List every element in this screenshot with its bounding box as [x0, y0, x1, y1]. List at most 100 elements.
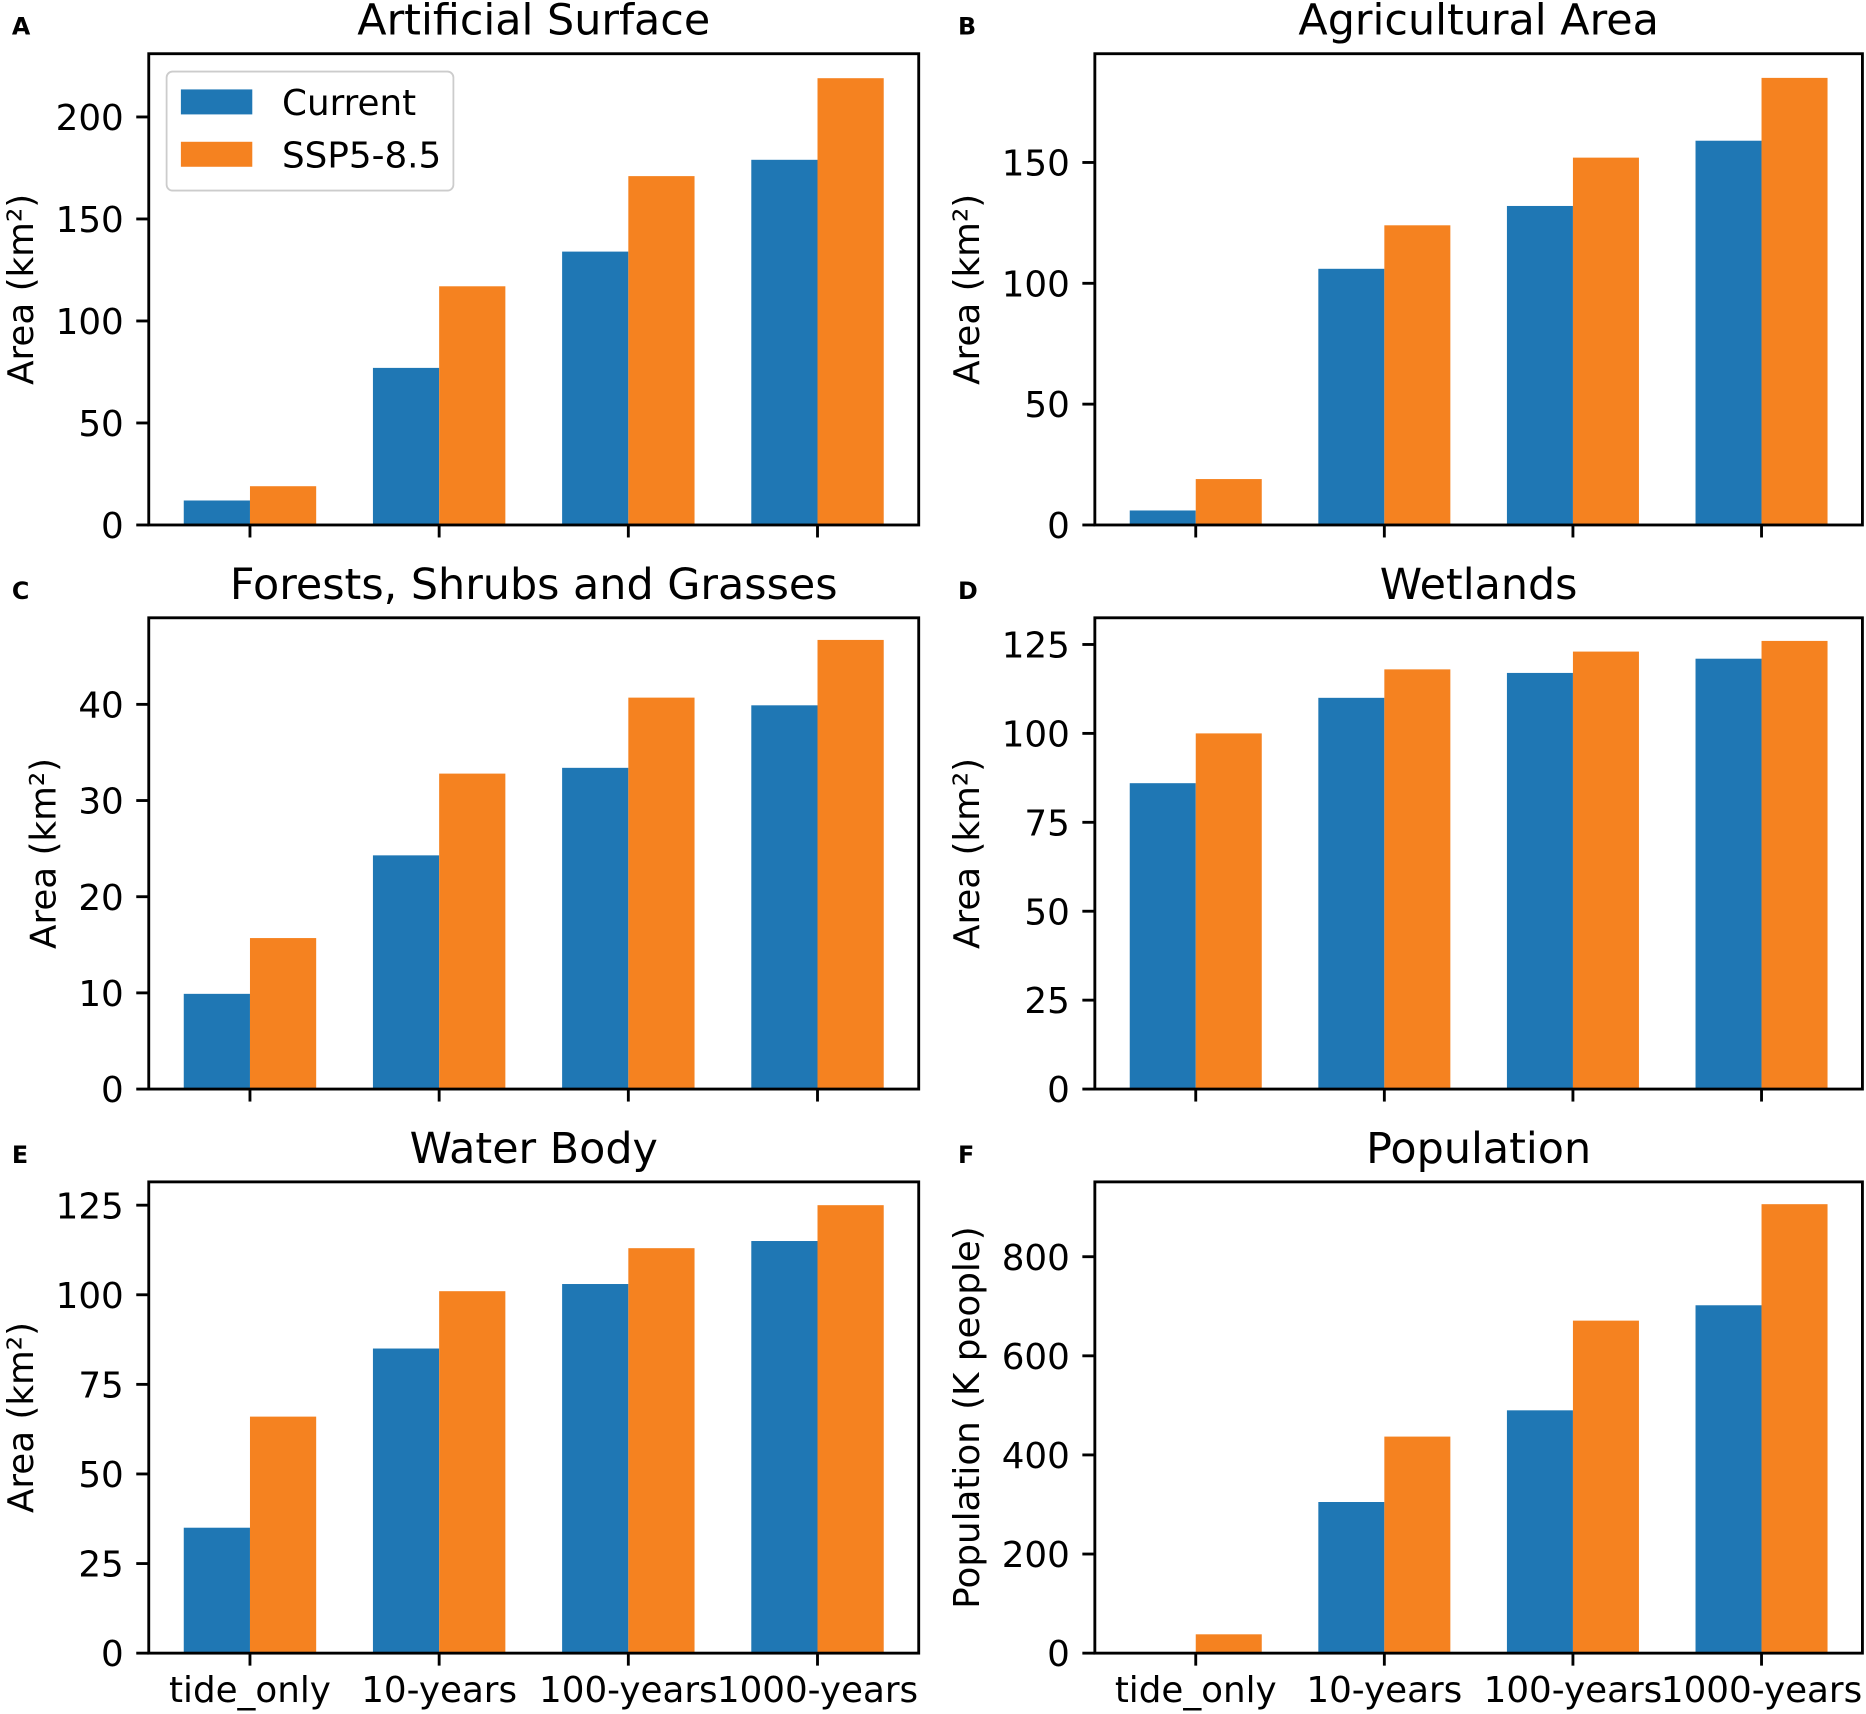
y-axis-label: Area (km²) — [1, 194, 42, 385]
bars — [1195, 1204, 1828, 1654]
x-tick-label: tide_only — [169, 1670, 331, 1711]
y-tick-label: 150 — [1002, 144, 1070, 185]
bar-ssp5-8-5-1000-years — [1761, 640, 1828, 1090]
axes-frame — [147, 616, 921, 1091]
y-tick-label: 10 — [78, 974, 123, 1015]
bar-current-100-years — [1506, 672, 1573, 1090]
y-tick-label: 25 — [1024, 981, 1069, 1022]
bar-ssp5-8-5-1000-years — [1761, 1204, 1828, 1654]
bar-current-10-years — [372, 1348, 440, 1654]
bar-current-1000-years — [751, 1241, 818, 1654]
y-tick-label: 25 — [78, 1545, 123, 1586]
y-tick-label: 75 — [78, 1365, 123, 1406]
y-tick-label: 125 — [56, 1186, 124, 1227]
chart-title: Agricultural Area — [1298, 0, 1658, 46]
bar-ssp5-8-5-100-years — [628, 1248, 695, 1654]
bars — [183, 639, 884, 1090]
chart-title: Artificial Surface — [357, 0, 710, 46]
bar-current-10-years — [372, 855, 440, 1090]
y-tick-label: 0 — [1047, 1634, 1070, 1675]
bar-ssp5-8-5-tide-only — [1195, 479, 1262, 525]
y-axis-label: Area (km²) — [24, 758, 65, 949]
bar-ssp5-8-5-10-years — [439, 286, 506, 525]
bar-ssp5-8-5-10-years — [1384, 225, 1451, 525]
panel-a: 0 50 100 150 200 Area (km²) Artificial Surface… — [1, 0, 921, 547]
y-tick-label: 100 — [1002, 714, 1070, 755]
panel-label: E — [12, 1141, 28, 1169]
bar-current-100-years — [1506, 205, 1573, 525]
bar-ssp5-8-5-100-years — [628, 697, 695, 1090]
bar-ssp5-8-5-10-years — [1384, 1436, 1451, 1654]
y-tick-label: 50 — [1024, 892, 1069, 933]
y-tick-label: 50 — [78, 1455, 123, 1496]
bar-ssp5-8-5-10-years — [1384, 669, 1451, 1090]
bar-ssp5-8-5-10-years — [439, 1291, 506, 1654]
bar-current-10-years — [372, 367, 440, 525]
y-axis-label: Area (km²) — [1, 1322, 42, 1513]
bar-ssp5-8-5-tide-only — [1195, 733, 1262, 1090]
bar-ssp5-8-5-1000-years — [817, 78, 884, 525]
bar-current-tide-only — [183, 1527, 250, 1654]
y-tick-label: 400 — [1002, 1436, 1070, 1477]
axes-frame — [1093, 1180, 1864, 1655]
bar-current-10-years — [1318, 1502, 1385, 1654]
y-tick-label: 200 — [56, 98, 124, 139]
bar-ssp5-8-5-100-years — [1572, 157, 1639, 525]
x-tick-label: 1000-years — [717, 1670, 918, 1711]
y-axis-label: Area (km²) — [947, 194, 988, 385]
bar-ssp5-8-5-tide-only — [1195, 1634, 1262, 1654]
panel-label: D — [958, 577, 978, 605]
x-tick-label: 100-years — [539, 1670, 718, 1711]
bars — [1129, 77, 1828, 525]
y-tick-label: 600 — [1002, 1337, 1070, 1378]
y-tick-label: 100 — [56, 1276, 124, 1317]
x-tick-label: 10-years — [1306, 1670, 1462, 1711]
x-tick-label: 100-years — [1484, 1670, 1663, 1711]
bar-ssp5-8-5-1000-years — [1761, 77, 1828, 525]
panel-label: C — [12, 577, 29, 605]
chart-title: Wetlands — [1380, 560, 1578, 610]
bar-current-1000-years — [751, 159, 818, 525]
panel-label: A — [12, 13, 31, 41]
panel-b: 0 50 100 150 Area (km²) Agricultural Area B — [947, 0, 1864, 547]
bar-current-tide-only — [1129, 783, 1196, 1090]
bar-current-100-years — [562, 767, 629, 1090]
y-tick-label: 20 — [78, 878, 123, 919]
bar-ssp5-8-5-tide-only — [249, 1416, 317, 1654]
bars — [1129, 640, 1828, 1090]
bar-current-10-years — [1318, 268, 1385, 525]
bar-current-100-years — [1506, 1410, 1573, 1654]
y-tick-label: 50 — [78, 404, 123, 445]
bar-current-1000-years — [1695, 1305, 1762, 1654]
bar-ssp5-8-5-tide-only — [249, 486, 317, 525]
bar-ssp5-8-5-1000-years — [817, 639, 884, 1090]
panel-label: B — [958, 13, 976, 41]
bar-current-100-years — [562, 1284, 629, 1654]
legend-label: Current — [282, 83, 416, 124]
axes-frame — [147, 1180, 921, 1655]
bar-current-1000-years — [1695, 140, 1762, 525]
panel-c: 0 10 20 30 40 Area (km²) Forests, Shrubs and G… — [12, 560, 921, 1111]
x-tick-label: 10-years — [361, 1670, 517, 1711]
y-tick-label: 50 — [1024, 385, 1069, 426]
x-tick-label: tide_only — [1115, 1670, 1277, 1711]
y-tick-label: 40 — [78, 685, 123, 726]
x-tick-label: 1000-years — [1661, 1670, 1862, 1711]
bar-current-tide-only — [183, 500, 250, 525]
legend-swatch-current — [180, 89, 253, 115]
chart-title: Water Body — [410, 1124, 658, 1174]
y-tick-label: 800 — [1002, 1238, 1070, 1279]
y-axis-label: Area (km²) — [947, 758, 988, 949]
bar-current-tide-only — [1129, 510, 1196, 525]
axes-frame — [1093, 52, 1864, 527]
bar-ssp5-8-5-10-years — [439, 773, 506, 1090]
y-tick-label: 125 — [1002, 626, 1070, 667]
y-tick-label: 200 — [1002, 1535, 1070, 1576]
chart-title: Population — [1366, 1124, 1591, 1174]
y-tick-label: 0 — [101, 506, 124, 547]
panel-f: 0 200 400 600 800 tide_only 10-years 100-years1… — [947, 1124, 1864, 1711]
y-tick-label: 30 — [78, 782, 123, 823]
bar-current-1000-years — [1695, 658, 1762, 1090]
bar-current-1000-years — [751, 705, 818, 1090]
